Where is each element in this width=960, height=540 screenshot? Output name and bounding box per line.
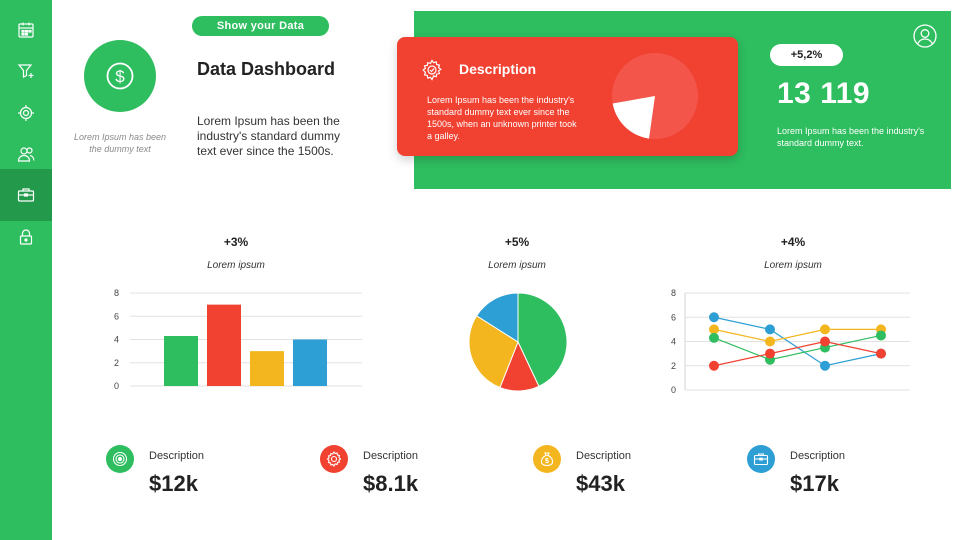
stat-value: $12k: [149, 471, 198, 496]
bar: [207, 304, 241, 386]
y-tick-label: 0: [671, 385, 676, 395]
y-tick-label: 4: [114, 335, 119, 345]
page-title: Data Dashboard: [197, 59, 336, 79]
card-title: Description: [459, 61, 537, 77]
pie-chart: [468, 292, 568, 392]
y-tick-label: 2: [671, 361, 676, 371]
pie-slice: [475, 292, 519, 343]
dollar-badge: $: [84, 40, 156, 112]
stat-label: Description: [576, 450, 632, 462]
y-tick-label: 6: [671, 312, 676, 322]
stat-card: Description $17k: [747, 444, 927, 504]
pie-chart-subtitle: Lorem ipsum: [488, 260, 546, 271]
money-bag-icon: [533, 445, 561, 473]
y-tick-label: 8: [671, 288, 676, 298]
gear-icon: [18, 105, 34, 121]
pie-slice: [517, 292, 568, 388]
sidebar-item-settings[interactable]: [0, 92, 52, 134]
gear-icon: [422, 59, 442, 81]
data-point: [709, 324, 719, 335]
growth-badge: +5,2%: [770, 44, 843, 66]
sidebar-item-calendar[interactable]: [0, 9, 52, 51]
stat-card: Description $43k: [533, 444, 713, 504]
pie-chart-header: +5% Lorem ipsum: [437, 235, 597, 271]
pie-slice: [468, 315, 519, 389]
line-chart-pct: +4%: [780, 235, 806, 249]
line-chart: 0 2 4 6 8: [671, 288, 910, 395]
y-tick-label: 6: [114, 311, 119, 321]
data-point: [876, 330, 886, 341]
line-chart-subtitle: Lorem ipsum: [764, 260, 822, 271]
title-description: Lorem Ipsum has been the industry's stan…: [197, 114, 341, 158]
y-tick-label: 8: [114, 288, 119, 298]
y-tick-label: 4: [671, 337, 676, 347]
series-line: [713, 334, 882, 361]
sidebar-item-users[interactable]: [0, 133, 52, 175]
stat-label: Description: [363, 450, 419, 462]
sidebar: [0, 0, 52, 540]
summary-description: Lorem Ipsum has been the industry's stan…: [777, 126, 925, 148]
description-card: Description Lorem Ipsum has been the ind…: [397, 37, 738, 156]
pie-chart-pct: +5%: [504, 235, 530, 249]
data-point: [765, 348, 775, 359]
bar-chart-header: +3% Lorem ipsum: [156, 235, 316, 271]
sidebar-item-portfolio[interactable]: [0, 169, 52, 221]
data-point: [876, 348, 886, 359]
data-point: [765, 324, 775, 335]
stat-label: Description: [149, 450, 205, 462]
data-point: [709, 312, 719, 323]
card-pie-chart: [612, 52, 698, 139]
gear-icon: [320, 445, 348, 473]
y-tick-label: 0: [114, 381, 119, 391]
stat-label: Description: [790, 450, 846, 462]
data-point: [820, 360, 830, 371]
show-data-button[interactable]: Show your Data: [192, 16, 329, 36]
stat-card: Description $8.1k: [320, 444, 500, 504]
bar: [293, 339, 327, 386]
dollar-symbol: $: [115, 67, 125, 86]
sidebar-item-security[interactable]: [0, 216, 52, 258]
calendar-icon: [18, 22, 34, 38]
headline-number: 13 119: [777, 77, 871, 110]
dollar-icon: $: [106, 62, 134, 90]
left-caption: Lorem Ipsum has been the dummy text: [73, 132, 167, 154]
funnel-icon: [17, 64, 34, 78]
stat-value: $17k: [790, 471, 839, 496]
briefcase-icon: [747, 445, 775, 473]
card-pie-slice: [612, 52, 698, 139]
bar-chart-subtitle: Lorem ipsum: [207, 260, 265, 271]
target-icon: [106, 445, 134, 473]
line-chart-header: +4% Lorem ipsum: [713, 235, 873, 271]
card-pie-slice: [612, 96, 655, 139]
stat-card: Description $12k: [106, 444, 286, 504]
bar: [250, 351, 284, 386]
card-description: Lorem Ipsum has been the industry's stan…: [427, 95, 577, 141]
lock-icon: [19, 229, 33, 245]
user-icon[interactable]: [913, 24, 937, 48]
series-line: [713, 340, 882, 367]
data-point: [820, 324, 830, 335]
sidebar-item-filter[interactable]: [0, 50, 52, 92]
users-icon: [17, 147, 35, 162]
stat-value: $8.1k: [363, 471, 419, 496]
stat-value: $43k: [576, 471, 625, 496]
series-line: [713, 328, 881, 343]
bar: [164, 336, 198, 386]
data-point: [709, 332, 719, 343]
bar-chart-pct: +3%: [223, 235, 249, 249]
data-point: [709, 360, 719, 371]
bar-chart: 0 2 4 6 8: [114, 288, 362, 391]
data-point: [765, 336, 775, 347]
y-tick-label: 2: [114, 358, 119, 368]
data-point: [820, 336, 830, 347]
briefcase-icon: [17, 188, 35, 202]
